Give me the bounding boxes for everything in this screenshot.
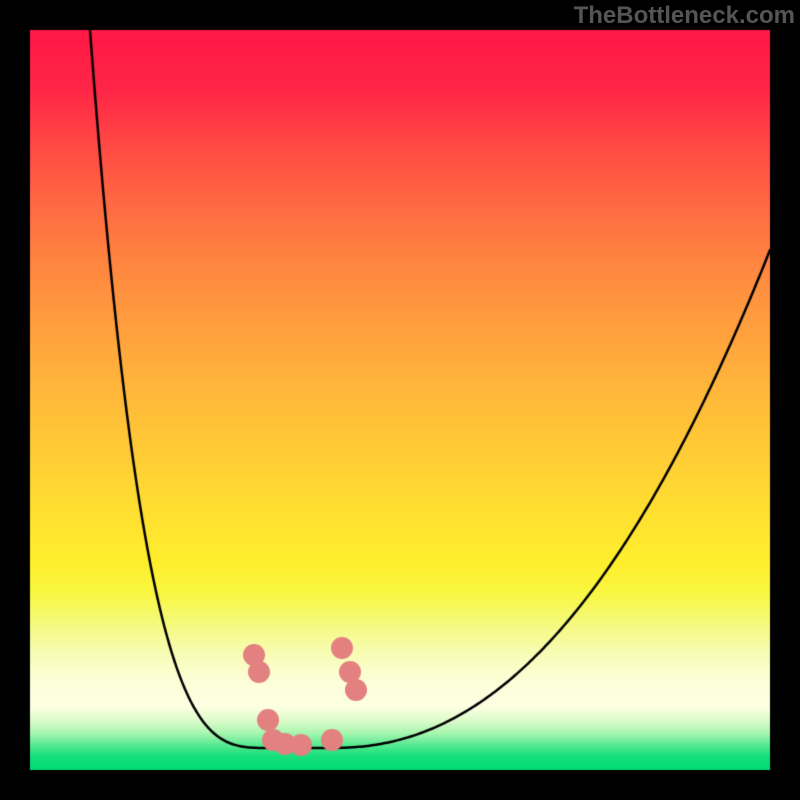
watermark-text: TheBottleneck.com xyxy=(574,2,795,30)
bottleneck-curve-chart xyxy=(0,0,800,800)
chart-container: TheBottleneck.com xyxy=(0,0,800,800)
